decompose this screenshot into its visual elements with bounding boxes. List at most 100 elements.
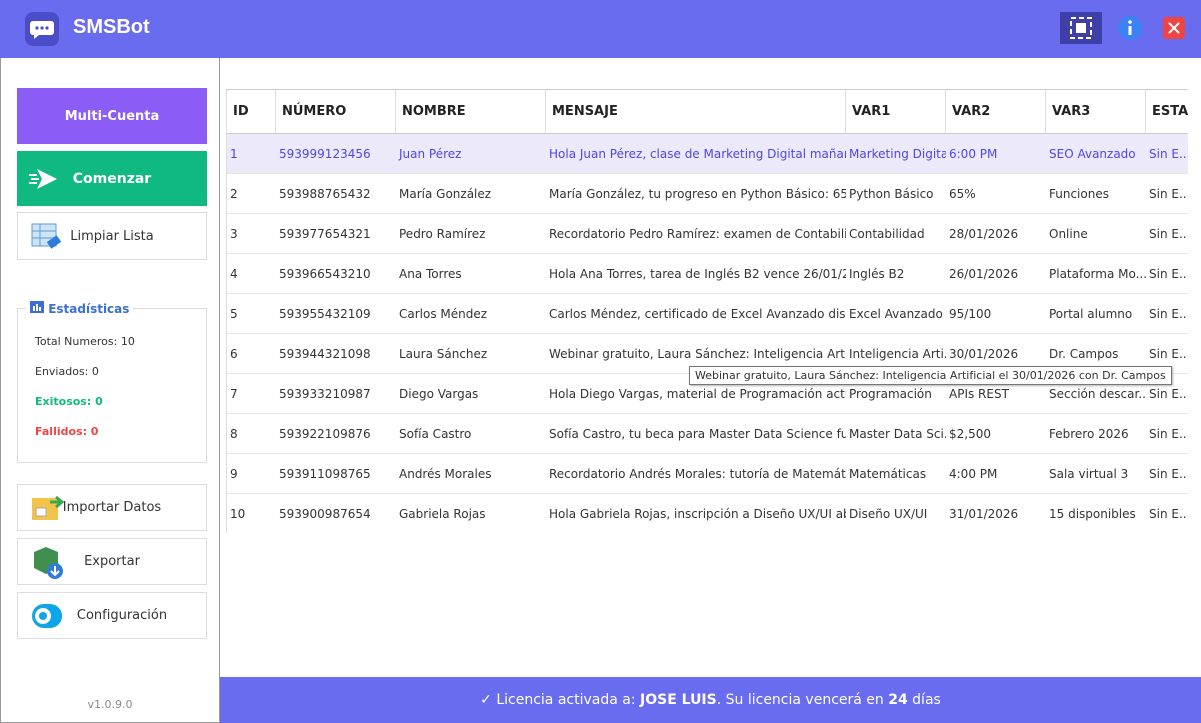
table-cell: Diseño UX/UI <box>849 506 928 521</box>
table-row[interactable]: 9 593911098765 Andrés Morales Recordatorio … <box>227 454 1188 494</box>
table-row[interactable]: 7 593933210987 Diego Vargas Hola Diego Varg… <box>227 374 1188 414</box>
table-cell: María González, tu progreso en Python Bá… <box>549 186 846 201</box>
table-cell: Matemáticas <box>849 466 927 481</box>
table-cell: Master Data Sci... <box>849 426 946 441</box>
table-cell: Sin E... <box>1149 266 1188 281</box>
table-cell: 95/100 <box>949 306 992 321</box>
table-cell: 6:00 PM <box>949 146 998 161</box>
table-cell: Funciones <box>1049 186 1109 201</box>
table-row[interactable]: 8 593922109876 Sofía Castro Sofía Castro, t… <box>227 414 1188 454</box>
info-button[interactable] <box>1117 15 1143 41</box>
table-cell: Sin E... <box>1149 506 1188 521</box>
button-label: Comenzar <box>72 170 152 187</box>
stats-title-text: Estadísticas <box>48 302 130 316</box>
qr-button[interactable] <box>1060 12 1102 44</box>
table-cell: Sofía Castro, tu beca para Master Data S… <box>549 426 846 441</box>
table-cell: 2 <box>230 186 238 201</box>
table-cell: Andrés Morales <box>399 466 492 481</box>
license-middle: . Su licencia vencerá en <box>716 692 889 708</box>
table-cell: 6 <box>230 346 238 361</box>
table-cell: 593911098765 <box>279 466 371 481</box>
table-cell: 7 <box>230 386 238 401</box>
table-cell: María González <box>399 186 492 201</box>
clear-button[interactable]: Limpiar Lista <box>17 212 207 260</box>
table-cell: 593988765432 <box>279 186 371 201</box>
column-header: NOMBRE <box>396 90 546 133</box>
table-cell: Juan Pérez <box>399 146 462 161</box>
table-cell: 9 <box>230 466 238 481</box>
app-icon <box>25 12 59 46</box>
table-cell: Hola Gabriela Rojas, inscripción a Diseñ… <box>549 506 846 521</box>
table-cell: 593955432109 <box>279 306 371 321</box>
table-row[interactable]: 5 593955432109 Carlos Méndez Carlos Méndez,… <box>227 294 1188 334</box>
table-cell: Pedro Ramírez <box>399 226 486 241</box>
table-cell: 65% <box>949 186 976 201</box>
sidebar: Multi-Cuenta Comenzar Limpiar Lista Esta… <box>0 58 220 723</box>
button-label: Limpiar Lista <box>70 228 154 244</box>
table-cell: Programación <box>849 386 932 401</box>
table-cell: 31/01/2026 <box>949 506 1019 521</box>
table-cell: 593966543210 <box>279 266 371 281</box>
table-cell: Inglés B2 <box>849 266 905 281</box>
table-cell: Online <box>1049 226 1088 241</box>
column-header: ID <box>227 90 276 133</box>
table-cell: Sin E... <box>1149 226 1188 241</box>
table-cell: Laura Sánchez <box>399 346 488 361</box>
table-cell: Plataforma Mo... <box>1049 266 1146 281</box>
license-days: 24 <box>888 692 908 708</box>
table-row[interactable]: 4 593966543210 Ana Torres Hola Ana Torres, … <box>227 254 1188 294</box>
title-bar: SMSBot <box>0 0 1201 58</box>
table-cell: Carlos Méndez <box>399 306 488 321</box>
table-cell: Marketing Digital <box>849 146 946 161</box>
table-cell: Sin E... <box>1149 186 1188 201</box>
table-cell: 593999123456 <box>279 146 371 161</box>
stat-total: Total Numeros: 10 <box>35 335 135 348</box>
tooltip: Webinar gratuito, Laura Sánchez: Intelig… <box>689 366 1172 385</box>
table-cell: Gabriela Rojas <box>399 506 486 521</box>
table-cell: 28/01/2026 <box>949 226 1019 241</box>
table-cell: Recordatorio Andrés Morales: tutoría de … <box>549 466 846 481</box>
multi-account-button[interactable]: Multi-Cuenta <box>17 88 207 144</box>
table-cell: Sin E... <box>1149 146 1188 161</box>
button-label: Exportar <box>84 554 140 569</box>
table-cell: Febrero 2026 <box>1049 426 1129 441</box>
table-cell: Ana Torres <box>399 266 462 281</box>
table-cell: Inteligencia Arti... <box>849 346 946 361</box>
table-cell: Sin E... <box>1149 386 1188 401</box>
app-title: SMSBot <box>73 16 150 38</box>
export-icon <box>34 546 63 579</box>
column-header: VAR2 <box>946 90 1046 133</box>
table-row[interactable]: 2 593988765432 María González María Gonzále… <box>227 174 1188 214</box>
column-header: MENSAJE <box>546 90 846 133</box>
table-row-selected[interactable]: 1 593999123456 Juan Pérez Hola Juan Pérez, … <box>227 134 1188 174</box>
table-header: IDNÚMERONOMBREMENSAJEVAR1VAR2VAR3ESTADO <box>227 90 1188 134</box>
table-cell: Recordatorio Pedro Ramírez: examen de Co… <box>549 226 846 241</box>
table-cell: Excel Avanzado <box>849 306 943 321</box>
table-cell: APIs REST <box>949 386 1009 401</box>
table-cell: 593900987654 <box>279 506 371 521</box>
table-cell: Carlos Méndez, certificado de Excel Avan… <box>549 306 846 321</box>
table-cell: Sin E... <box>1149 346 1188 361</box>
stat-sent: Enviados: 0 <box>35 365 99 378</box>
export-button[interactable]: Exportar <box>17 538 207 585</box>
table-cell: 4 <box>230 266 238 281</box>
table-row[interactable]: 3 593977654321 Pedro Ramírez Recordatorio P… <box>227 214 1188 254</box>
settings-button[interactable]: Configuración <box>17 592 207 639</box>
settings-icon <box>32 603 62 628</box>
table-cell: Python Básico <box>849 186 934 201</box>
table-cell: 30/01/2026 <box>949 346 1019 361</box>
table-cell: Hola Juan Pérez, clase de Marketing Digi… <box>549 146 846 161</box>
start-button[interactable]: Comenzar <box>17 151 207 206</box>
import-button[interactable]: Importar Datos <box>17 484 207 531</box>
column-header: VAR3 <box>1046 90 1146 133</box>
close-button[interactable] <box>1163 17 1185 39</box>
column-header: NÚMERO <box>276 90 396 133</box>
table-row[interactable]: 10 593900987654 Gabriela Rojas Hola Gabriel… <box>227 494 1188 533</box>
license-prefix: ✓ Licencia activada a: <box>480 692 641 708</box>
stats-icon <box>30 301 44 313</box>
table-cell: Sección descar... <box>1049 386 1146 401</box>
table-cell: SEO Avanzado <box>1049 146 1136 161</box>
button-label: Multi-Cuenta <box>64 108 160 124</box>
